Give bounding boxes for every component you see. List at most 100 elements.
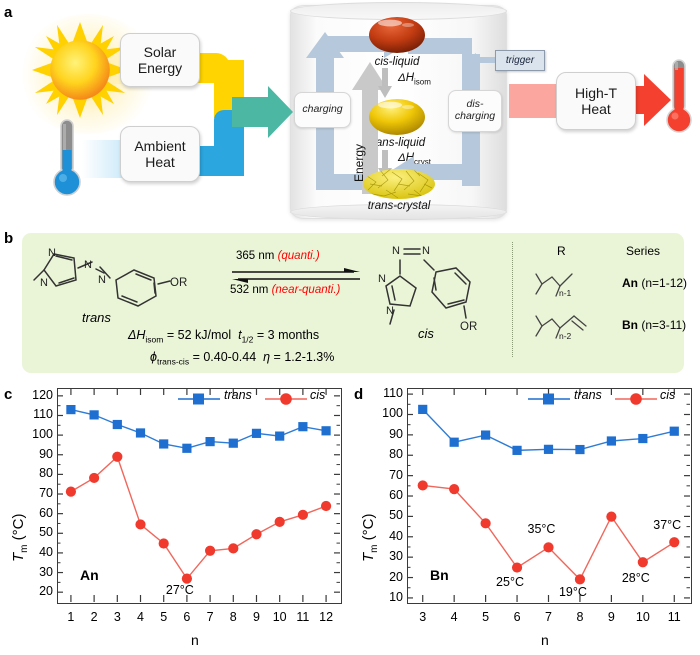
y-tick-label: 110 xyxy=(383,386,403,401)
svg-text:n-1: n-1 xyxy=(559,288,572,298)
y-tick-label: 60 xyxy=(389,488,403,503)
discharging-line1: dis- xyxy=(466,98,484,111)
x-tick-label: 7 xyxy=(206,610,214,624)
svg-text:n-2: n-2 xyxy=(559,331,572,341)
data-annotation: 37°C xyxy=(653,517,682,532)
panel-c-legend-trans-marker xyxy=(178,392,220,406)
y-tick-label: 90 xyxy=(39,446,53,461)
cis-state-label: cis xyxy=(418,326,434,341)
stat-line-2: ϕtrans-cis = 0.40-0.44 η = 1.2-1.3% xyxy=(150,350,334,367)
x-tick-label: 8 xyxy=(576,610,584,624)
solar-energy-box[interactable]: Solar Energy xyxy=(120,33,200,87)
svg-text:N: N xyxy=(386,305,394,317)
merge-arrow-icon xyxy=(232,85,294,139)
series-header: Series xyxy=(626,244,661,258)
y-tick-label: 120 xyxy=(32,387,53,402)
y-tick-label: 50 xyxy=(39,525,53,540)
sun-icon xyxy=(32,22,128,118)
x-tick-label: 2 xyxy=(90,610,98,624)
discharging-line2: charging xyxy=(454,110,496,122)
panel-d-plot-area xyxy=(407,388,692,604)
thermometer-hot-icon xyxy=(665,58,693,138)
series-an-range: (n=1-12) xyxy=(641,276,688,290)
quantum-yield-value: = 0.40-0.44 xyxy=(192,350,257,364)
series-an-name: An xyxy=(622,276,638,290)
svg-text:OR: OR xyxy=(170,277,187,289)
panel-d-series-tag: Bn xyxy=(430,567,449,583)
stat-line-1: ΔHisom = 52 kJ/mol t1/2 = 3 months xyxy=(128,328,319,345)
x-tick-label: 9 xyxy=(253,610,260,624)
y-tick-label: 40 xyxy=(389,528,403,543)
ambient-heat-box[interactable]: Ambient Heat xyxy=(120,126,200,182)
x-tick-label: 5 xyxy=(482,610,490,624)
series-bn-range: (n=3-11) xyxy=(641,318,687,332)
discharging-box[interactable]: dis- charging xyxy=(448,90,502,132)
panel-c-letter: c xyxy=(4,386,13,403)
x-tick-label: 3 xyxy=(113,610,121,624)
dh-isom-sub: isom xyxy=(414,77,431,87)
r-header: R xyxy=(557,244,566,258)
r-group-an-structure: n-1 xyxy=(532,270,584,298)
trans-liquid-text: trans-liquid xyxy=(368,137,426,149)
panel-d-letter: d xyxy=(354,386,364,403)
x-tick-label: 6 xyxy=(183,610,191,624)
svg-text:N: N xyxy=(48,247,56,259)
data-annotation: 25°C xyxy=(496,574,524,589)
trans-state-label: trans xyxy=(82,310,111,325)
panel-d-xlabel: n xyxy=(541,632,549,648)
quantum-yield-sub: trans-cis xyxy=(156,356,190,367)
data-annotation: 27°C xyxy=(165,583,194,598)
ambient-heat-line2: Heat xyxy=(145,154,175,170)
reverse-wavelength: 532 nm xyxy=(230,284,269,296)
x-tick-label: 4 xyxy=(137,610,144,624)
panel-d-legend-cis-label: cis xyxy=(660,388,676,402)
charging-box[interactable]: charging xyxy=(294,92,351,128)
panel-c-legend-cis-label: cis xyxy=(310,388,326,402)
trigger-label: trigger xyxy=(505,55,535,66)
solar-energy-line1: Solar xyxy=(143,43,177,60)
y-tick-label: 10 xyxy=(389,589,403,604)
svg-text:N: N xyxy=(98,274,106,286)
cis-molecule-structure: N N N N OR xyxy=(378,238,498,338)
panel-d-chart: d Tm (°C) n Bn trans cis 10 20 30 40 50 60 70 8… xyxy=(350,382,700,655)
x-tick-label: 10 xyxy=(635,610,650,624)
y-tick-label: 100 xyxy=(382,406,403,421)
high-t-heat-line1: High-T xyxy=(574,84,617,101)
panel-c-chart: c Tm (°C) n An trans cis 20 30 40 50 60 70 80 9… xyxy=(0,382,350,655)
y-tick-label: 50 xyxy=(389,508,403,523)
dh-isom-stat-value: = 52 kJ/mol xyxy=(166,328,232,342)
high-t-heat-box[interactable]: High-T Heat xyxy=(556,72,636,130)
arrow-down-isom-icon xyxy=(378,68,392,98)
trans-molecule-structure: N N N N OR xyxy=(30,240,215,307)
solar-energy-line2: Energy xyxy=(137,60,183,76)
halflife-value: = 3 months xyxy=(256,328,320,342)
series-bn-row: Bn (n=3-11) xyxy=(622,318,686,332)
trigger-box[interactable]: trigger xyxy=(495,50,545,71)
panel-c-legend-trans-label: trans xyxy=(224,388,252,402)
charging-label: charging xyxy=(302,103,343,116)
data-annotation: 35°C xyxy=(527,521,556,536)
dh-isom-symbol: ΔH xyxy=(398,72,415,84)
y-tick-label: 90 xyxy=(389,426,403,441)
x-tick-label: 7 xyxy=(545,610,552,624)
halflife-symbol: t xyxy=(238,328,242,342)
y-tick-label: 80 xyxy=(389,447,403,462)
quantum-yield-symbol: ϕ xyxy=(150,350,157,364)
panel-d-legend-trans-label: trans xyxy=(574,388,602,402)
trans-liquid-label: trans-liquid xyxy=(357,137,437,149)
data-annotation: 28°C xyxy=(621,570,650,585)
dh-cryst-sub: cryst xyxy=(414,157,431,167)
thermometer-cold-icon xyxy=(52,118,82,200)
dh-isom-stat-symbol: ΔH xyxy=(128,328,146,342)
x-tick-label: 1 xyxy=(67,610,75,624)
svg-text:N: N xyxy=(422,245,430,257)
reverse-note: (near-quanti.) xyxy=(271,284,341,296)
panel-c-legend-cis-marker xyxy=(265,392,307,406)
x-tick-label: 9 xyxy=(607,610,615,624)
enthalpy-isom-label: ΔHisom xyxy=(398,72,431,86)
y-tick-label: 70 xyxy=(39,486,53,501)
panel-b-letter: b xyxy=(4,230,14,247)
ambient-heat-line1: Ambient xyxy=(134,137,186,154)
panel-a-letter: a xyxy=(4,4,13,21)
x-tick-label: 11 xyxy=(296,610,310,624)
